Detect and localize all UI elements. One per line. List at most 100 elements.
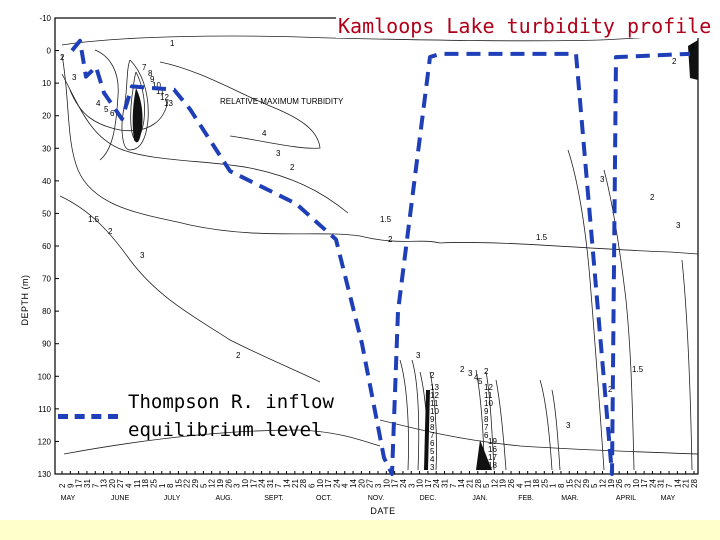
contour-label: 7	[142, 63, 147, 72]
x-tick-label: 11	[133, 479, 142, 488]
x-tick-label: 19	[607, 479, 616, 488]
x-tick-label: 22	[574, 479, 583, 488]
x-tick-label: 3	[374, 483, 383, 488]
x-tick-label: 29	[582, 479, 591, 488]
x-tick-label: 22	[183, 479, 192, 488]
legend-line-2: equilibrium level	[128, 419, 323, 441]
x-tick-label: 26	[224, 479, 233, 488]
contour-label: 6	[484, 431, 489, 440]
x-tick-label: 7	[665, 483, 674, 488]
contour-label: 3	[600, 175, 605, 184]
contour-label: 11	[156, 87, 165, 96]
x-tick-label: 1	[158, 483, 167, 488]
contour-label: 11	[430, 399, 439, 408]
month-label: MAY	[61, 495, 76, 502]
contour-label: 1.5	[536, 233, 548, 242]
contour-label: 10	[152, 81, 161, 90]
x-tick-label: 15	[565, 479, 574, 488]
x-tick-label: 9	[66, 483, 75, 488]
x-tick-label: 24	[258, 479, 267, 488]
contour-label: 4	[430, 455, 435, 464]
y-tick-label: 40	[42, 177, 51, 186]
contour-label: 1.5	[380, 215, 392, 224]
contour-fill-dark	[132, 40, 698, 470]
contour-label: 3	[566, 421, 571, 430]
x-tick-label: 19	[499, 479, 508, 488]
x-tick-label: 31	[83, 479, 92, 488]
x-tick-label: 14	[283, 479, 292, 488]
month-label: SEPT.	[264, 495, 284, 502]
x-tick-label: 5	[482, 483, 491, 488]
contour-label: 2	[236, 351, 241, 360]
x-tick-label: 7	[91, 483, 100, 488]
x-tick-label: 21	[291, 479, 300, 488]
contour-label: 6	[110, 109, 115, 118]
contour-label: 2	[608, 385, 613, 394]
x-tick-label: 28	[299, 479, 308, 488]
contour-label: 2	[430, 371, 435, 380]
legend-text: Thompson R. inflow equilibrium level	[128, 388, 334, 444]
contour-label: 9	[484, 407, 489, 416]
y-tick-label: 120	[38, 437, 52, 446]
y-tick-label: 50	[42, 209, 51, 218]
x-tick-label: 3	[233, 483, 242, 488]
x-tick-label: 24	[332, 479, 341, 488]
y-tick-label: 90	[42, 340, 51, 349]
contour-lines	[59, 32, 699, 471]
contour-label: 5	[430, 447, 435, 456]
x-tick-label: 14	[457, 479, 466, 488]
x-tick-label: 17	[640, 479, 649, 488]
x-tick-label: 10	[416, 479, 425, 488]
legend-dash-swatch	[58, 414, 118, 419]
x-tick-label: 27	[116, 479, 125, 488]
x-tick-label: 24	[399, 479, 408, 488]
contour-label: 1.5	[88, 215, 100, 224]
contour-label: 3	[690, 43, 695, 52]
contour-label: 7	[430, 431, 435, 440]
contour-label: 4	[262, 129, 267, 138]
contour-label: 2	[108, 227, 113, 236]
contour-label: 2	[484, 367, 489, 376]
x-tick-label: 3	[407, 483, 416, 488]
contour-label: 4	[96, 99, 101, 108]
x-tick-label: 15	[174, 479, 183, 488]
contour-label: 18	[488, 461, 497, 470]
x-tick-label: 17	[391, 479, 400, 488]
x-tick-label: 4	[515, 483, 524, 488]
contour-label: 12	[430, 391, 439, 400]
x-tick-label: 8	[166, 483, 175, 488]
contour-label: 10	[484, 399, 493, 408]
x-tick-label: 31	[657, 479, 666, 488]
x-tick-label: 27	[366, 479, 375, 488]
x-tick-label: 25	[149, 479, 158, 488]
contour-label: 12	[484, 383, 493, 392]
x-tick-label: 10	[382, 479, 391, 488]
contour-label: 3	[676, 221, 681, 230]
x-tick-label: 18	[141, 479, 150, 488]
contour-label: 3	[468, 369, 473, 378]
y-tick-label: 30	[42, 144, 51, 153]
contour-label: 1.5	[632, 365, 644, 374]
contour-label: 16	[488, 445, 497, 454]
y-axis-title: DEPTH (m)	[20, 275, 30, 326]
x-tick-label: 7	[274, 483, 283, 488]
contour-label: 17	[488, 453, 497, 462]
contour-label: 12	[160, 93, 169, 102]
contour-label: 2	[672, 57, 677, 66]
x-tick-label: 28	[690, 479, 699, 488]
contour-label: 2	[60, 53, 65, 62]
x-tick-label: 10	[316, 479, 325, 488]
y-tick-label: 10	[42, 79, 51, 88]
contour-label: 9	[430, 415, 435, 424]
x-tick-label: 17	[249, 479, 258, 488]
contour-label: 10	[430, 407, 439, 416]
month-label: JUNE	[111, 495, 130, 502]
month-label: MAY	[661, 495, 676, 502]
contour-label: 8	[430, 423, 435, 432]
x-tick-label: 31	[441, 479, 450, 488]
month-label: JULY	[164, 495, 181, 502]
y-tick-label: 60	[42, 242, 51, 251]
month-label: AUG.	[215, 495, 232, 502]
contour-label: 9	[150, 75, 155, 84]
